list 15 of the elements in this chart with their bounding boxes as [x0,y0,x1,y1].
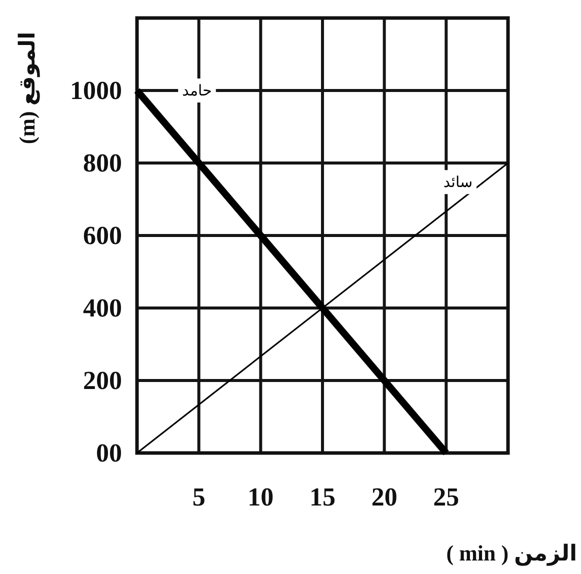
x-tick-label: 5 [192,482,206,512]
x-axis-title: الزمن ( min ) [446,540,577,566]
x-tick-label: 25 [433,482,460,512]
x-tick-label: 15 [310,482,336,512]
y-tick-label: 00 [96,438,122,468]
x-tick-label: 10 [248,482,274,512]
x-tick-label: 20 [371,482,398,512]
series-label: حامد [182,82,212,100]
y-tick-label: 200 [83,366,122,395]
y-tick-label: 600 [83,221,122,250]
y-tick-label: 400 [83,294,122,322]
y-tick-label: 1000 [70,76,122,105]
y-tick-label: 800 [83,148,122,178]
series-label: سائد [443,173,473,192]
y-axis-title: الموقع (m) [14,32,40,144]
